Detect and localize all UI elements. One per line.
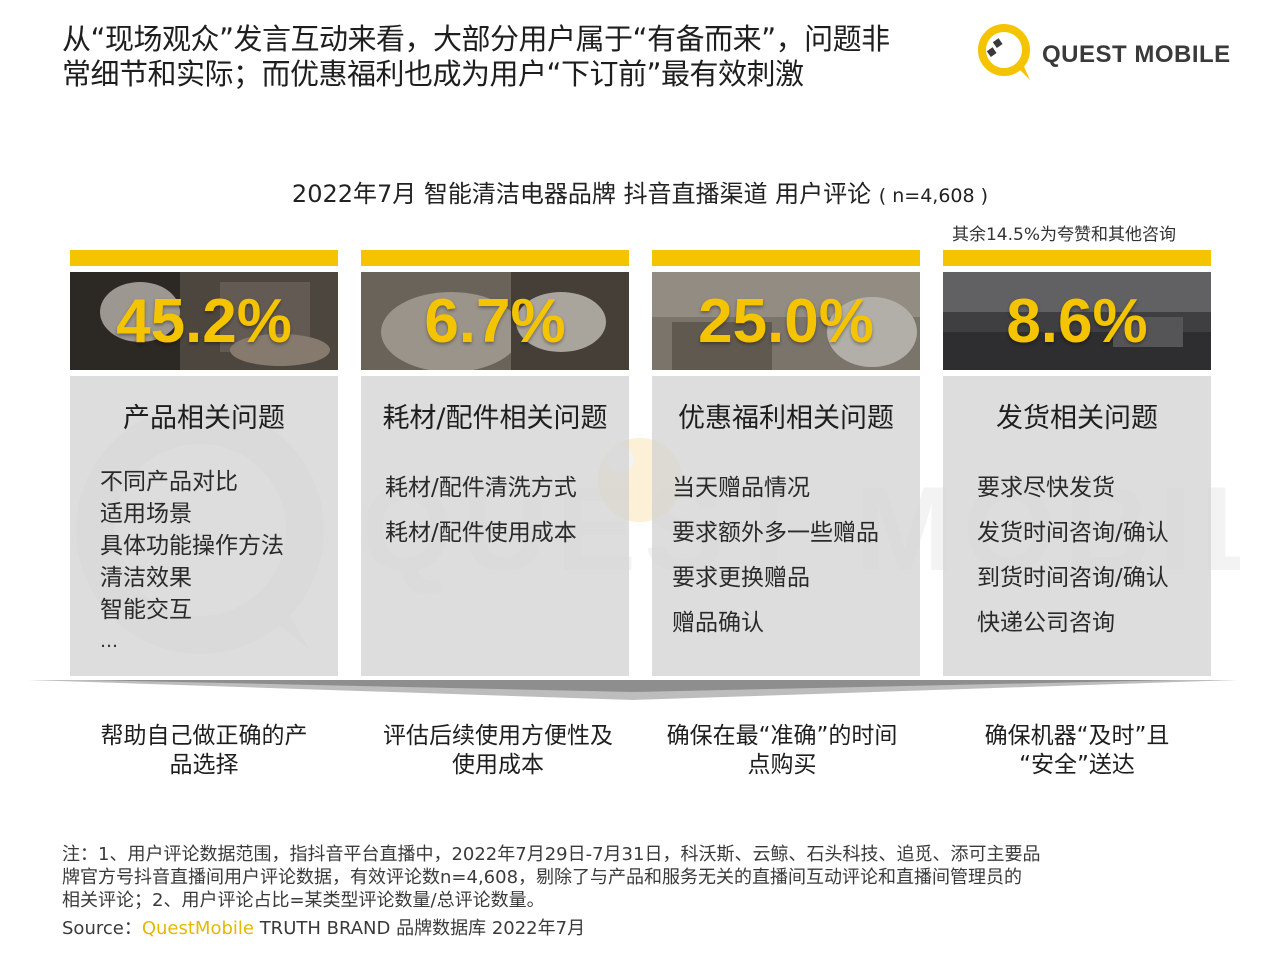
outcome-line: “安全”送达 xyxy=(1019,752,1135,778)
card-accent-bar xyxy=(652,250,920,266)
card-photo-consumables xyxy=(361,272,629,370)
logo-text: QUEST MOBILE xyxy=(1042,41,1231,68)
list-item: 适用场景 xyxy=(100,501,192,527)
footnote-line: 相关评论；2、用户评论占比=某类型评论数量/总评论数量。 xyxy=(62,890,545,911)
card-body: 发货相关问题 要求尽快发货 发货时间咨询/确认 到货时间咨询/确认 快递公司咨询 xyxy=(943,376,1211,676)
list-item: 要求额外多一些赠品 xyxy=(672,520,879,546)
question-list: 耗材/配件清洗方式 耗材/配件使用成本 xyxy=(385,466,577,556)
card-photo-product xyxy=(70,272,338,370)
list-item: 当天赠品情况 xyxy=(672,475,810,501)
category-label: 产品相关问题 xyxy=(123,403,285,434)
list-item: 清洁效果 xyxy=(100,565,192,591)
category-card-product: 45.2% 产品相关问题 不同产品对比 适用场景 具体功能操作方法 清洁效果 智… xyxy=(70,250,338,676)
card-accent-bar xyxy=(361,250,629,266)
category-percentage: 25.0% xyxy=(698,287,874,356)
page-headline: 从“现场观众”发言互动来看，大部分用户属于“有备而来”，问题非 常细节和实际；而… xyxy=(62,22,982,92)
footnote: 注：1、用户评论数据范围，指抖音平台直播中，2022年7月29日-7月31日，科… xyxy=(62,843,1222,912)
category-label: 发货相关问题 xyxy=(996,403,1158,434)
section-divider xyxy=(28,680,1238,700)
questmobile-logo-icon xyxy=(978,24,1030,80)
chart-title: 2022年7月 智能清洁电器品牌 抖音直播渠道 用户评论 ( n=4,608 ) xyxy=(0,174,1280,209)
question-list: 当天赠品情况 要求额外多一些赠品 要求更换赠品 赠品确认 xyxy=(672,466,879,646)
question-list: 要求尽快发货 发货时间咨询/确认 到货时间咨询/确认 快递公司咨询 xyxy=(977,466,1169,646)
category-percentage: 8.6% xyxy=(1006,287,1148,356)
questmobile-logo: QUEST MOBILE xyxy=(972,22,1232,82)
outcome-text: 确保机器“及时”且 “安全”送达 xyxy=(937,722,1217,780)
list-item: 赠品确认 xyxy=(672,610,764,636)
list-item: 耗材/配件使用成本 xyxy=(385,520,577,546)
list-item: 不同产品对比 xyxy=(100,469,238,495)
card-photo-delivery xyxy=(943,272,1211,370)
headline-line-2: 常细节和实际；而优惠福利也成为用户“下订前”最有效刺激 xyxy=(62,57,804,91)
list-item: 智能交互 xyxy=(100,597,192,623)
outcome-line: 评估后续使用方便性及 xyxy=(383,723,613,749)
source-label: Source： xyxy=(62,918,142,939)
card-accent-bar xyxy=(70,250,338,266)
list-item: 要求更换赠品 xyxy=(672,565,810,591)
list-item: 快递公司咨询 xyxy=(977,610,1115,636)
list-item: 耗材/配件清洗方式 xyxy=(385,475,577,501)
chart-title-main: 2022年7月 智能清洁电器品牌 抖音直播渠道 用户评论 xyxy=(291,180,872,208)
list-item: 到货时间咨询/确认 xyxy=(977,565,1169,591)
remainder-note: 其余14.5%为夸赞和其他咨询 xyxy=(951,225,1176,245)
card-accent-bar xyxy=(943,250,1211,266)
category-percentage: 45.2% xyxy=(116,287,292,356)
headline-line-1: 从“现场观众”发言互动来看，大部分用户属于“有备而来”，问题非 xyxy=(62,22,890,56)
outcome-line: 确保在最“准确”的时间 xyxy=(666,723,898,749)
category-label: 耗材/配件相关问题 xyxy=(382,403,608,434)
source-rest: TRUTH BRAND 品牌数据库 2022年7月 xyxy=(253,918,586,939)
question-list: 不同产品对比 适用场景 具体功能操作方法 清洁效果 智能交互 … xyxy=(100,466,284,658)
category-percentage: 6.7% xyxy=(424,287,566,356)
outcome-line: 使用成本 xyxy=(452,752,544,778)
outcome-line: 确保机器“及时”且 xyxy=(984,723,1170,749)
card-body: 耗材/配件相关问题 耗材/配件清洗方式 耗材/配件使用成本 xyxy=(361,376,629,676)
card-photo-promotion xyxy=(652,272,920,370)
card-body: 优惠福利相关问题 当天赠品情况 要求额外多一些赠品 要求更换赠品 赠品确认 xyxy=(652,376,920,676)
list-item: … xyxy=(100,631,118,652)
list-item: 要求尽快发货 xyxy=(977,475,1115,501)
outcome-line: 品选择 xyxy=(169,752,239,778)
outcome-text: 评估后续使用方便性及 使用成本 xyxy=(358,722,638,780)
category-label: 优惠福利相关问题 xyxy=(678,403,894,434)
outcome-line: 帮助自己做正确的产 xyxy=(100,723,308,749)
list-item: 具体功能操作方法 xyxy=(100,533,284,559)
card-body: 产品相关问题 不同产品对比 适用场景 具体功能操作方法 清洁效果 智能交互 … xyxy=(70,376,338,676)
footnote-line: 牌官方号抖音直播间用户评论数据，有效评论数n=4,608，剔除了与产品和服务无关… xyxy=(62,867,1023,888)
outcome-text: 帮助自己做正确的产 品选择 xyxy=(64,722,344,780)
chart-sample-size: ( n=4,608 ) xyxy=(878,185,989,207)
source-line: Source：QuestMobile TRUTH BRAND 品牌数据库 202… xyxy=(62,914,585,940)
footnote-line: 注：1、用户评论数据范围，指抖音平台直播中，2022年7月29日-7月31日，科… xyxy=(62,844,1041,865)
outcome-line: 点购买 xyxy=(747,752,817,778)
category-card-promotion: 25.0% 优惠福利相关问题 当天赠品情况 要求额外多一些赠品 要求更换赠品 赠… xyxy=(652,250,920,676)
source-brand: QuestMobile xyxy=(141,918,254,939)
category-card-consumables: 6.7% 耗材/配件相关问题 耗材/配件清洗方式 耗材/配件使用成本 xyxy=(361,250,629,676)
list-item: 发货时间咨询/确认 xyxy=(977,520,1169,546)
category-card-delivery: 8.6% 发货相关问题 要求尽快发货 发货时间咨询/确认 到货时间咨询/确认 快… xyxy=(943,250,1211,676)
outcome-text: 确保在最“准确”的时间 点购买 xyxy=(642,722,922,780)
